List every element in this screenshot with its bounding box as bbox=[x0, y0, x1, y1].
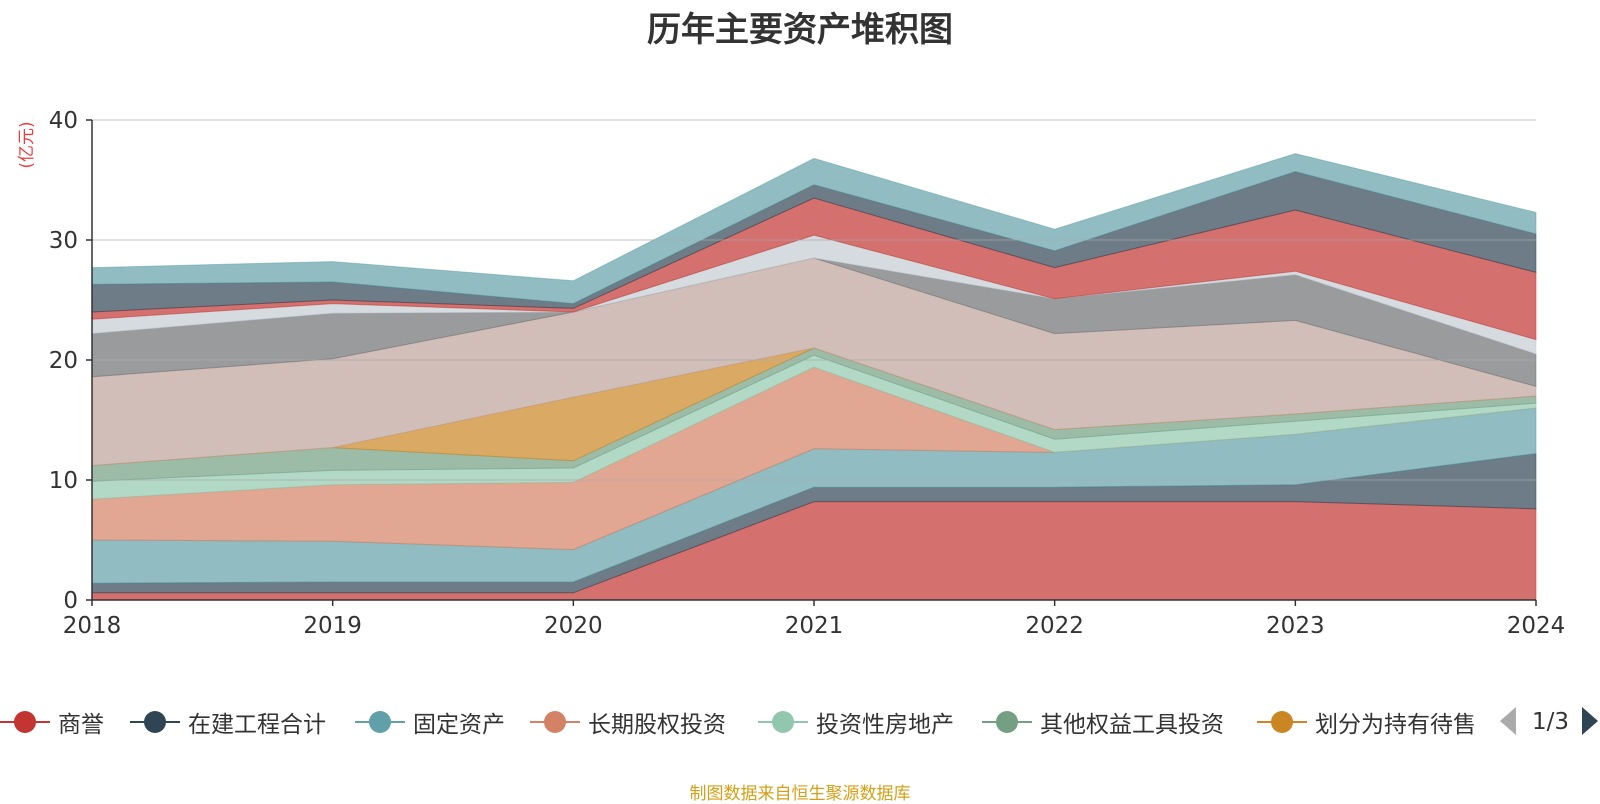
chart-title: 历年主要资产堆积图 bbox=[647, 10, 953, 50]
legend-label: 长期股权投资 bbox=[588, 712, 726, 738]
x-tick-label: 2022 bbox=[1025, 613, 1084, 639]
legend-marker-icon bbox=[982, 702, 1032, 742]
prev-page-icon[interactable] bbox=[1500, 707, 1516, 735]
legend: 商誉 在建工程合计 固定资产 长期股权投资 投资性房地产 其他权益工具投资 划分为持有待售 bbox=[0, 702, 1600, 742]
legend-label: 商誉 bbox=[58, 712, 104, 738]
y-axis-label: (亿元) bbox=[17, 121, 37, 168]
x-tick-label: 2020 bbox=[544, 613, 603, 639]
axes: 0 10 20 30 40 2018 2019 2020 2021 2022 2023 2024 bbox=[49, 108, 1566, 639]
legend-item[interactable]: 划分为持有待售 bbox=[1257, 702, 1476, 742]
legend-page-indicator: 1/3 bbox=[1532, 709, 1570, 735]
y-tick-label: 30 bbox=[49, 228, 78, 254]
area-series-group bbox=[91, 153, 1537, 601]
legend-label: 投资性房地产 bbox=[816, 712, 954, 738]
x-tick-label: 2024 bbox=[1507, 613, 1566, 639]
chart-plot: 0 10 20 30 40 2018 2019 2020 2021 2022 2023 2024 (亿… bbox=[17, 108, 1566, 639]
x-tick-label: 2019 bbox=[303, 613, 362, 639]
legend-marker-icon bbox=[355, 702, 405, 742]
next-page-icon[interactable] bbox=[1582, 707, 1598, 735]
legend-item[interactable]: 商誉 bbox=[0, 702, 104, 742]
legend-item[interactable]: 在建工程合计 bbox=[130, 702, 326, 742]
legend-item[interactable]: 投资性房地产 bbox=[758, 702, 954, 742]
source-note: 制图数据来自恒生聚源数据库 bbox=[689, 784, 911, 804]
legend-item[interactable]: 固定资产 bbox=[355, 702, 505, 742]
legend-label: 固定资产 bbox=[413, 712, 505, 738]
legend-item[interactable]: 长期股权投资 bbox=[530, 702, 726, 742]
legend-marker-icon bbox=[0, 702, 50, 742]
legend-marker-icon bbox=[758, 702, 808, 742]
gridlines bbox=[92, 119, 1536, 481]
y-tick-label: 0 bbox=[63, 588, 78, 614]
y-tick-label: 40 bbox=[49, 108, 78, 134]
x-tick-label: 2023 bbox=[1266, 613, 1325, 639]
legend-marker-icon bbox=[130, 702, 180, 742]
legend-label: 在建工程合计 bbox=[188, 712, 326, 738]
x-tick-label: 2021 bbox=[785, 613, 844, 639]
y-tick-label: 20 bbox=[49, 348, 78, 374]
legend-label: 划分为持有待售 bbox=[1315, 712, 1476, 738]
legend-marker-icon bbox=[530, 702, 580, 742]
legend-label: 其他权益工具投资 bbox=[1040, 712, 1224, 738]
x-tick-label: 2018 bbox=[63, 613, 122, 639]
legend-marker-icon bbox=[1257, 702, 1307, 742]
legend-item[interactable]: 其他权益工具投资 bbox=[982, 702, 1224, 742]
y-tick-label: 10 bbox=[49, 468, 78, 494]
